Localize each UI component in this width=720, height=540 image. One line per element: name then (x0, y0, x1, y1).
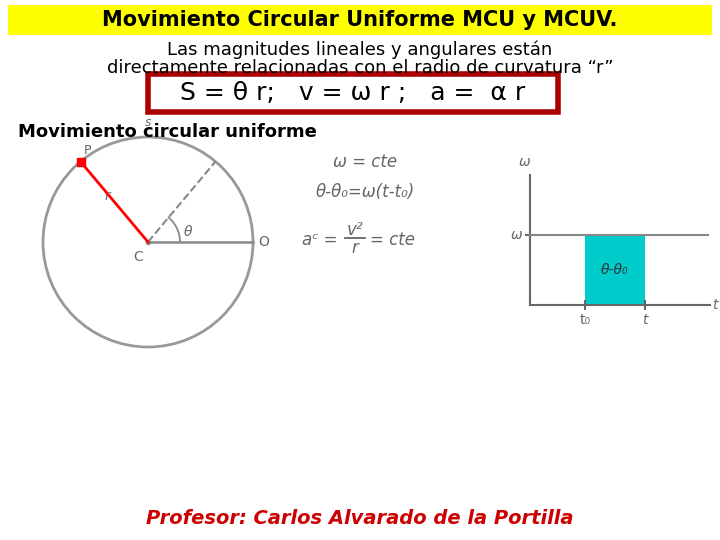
Text: Movimiento Circular Uniforme MCU y MCUV.: Movimiento Circular Uniforme MCU y MCUV. (102, 10, 618, 30)
Bar (585, 235, 645, 305)
Text: t: t (712, 298, 718, 312)
Text: Profesor: Carlos Alvarado de la Portilla: Profesor: Carlos Alvarado de la Portilla (146, 509, 574, 528)
Text: ω: ω (510, 228, 522, 242)
Text: v²: v² (347, 221, 364, 239)
Text: t₀: t₀ (580, 313, 590, 327)
Text: s: s (145, 116, 151, 129)
Text: aᶜ =: aᶜ = (302, 231, 337, 249)
Text: r: r (351, 239, 359, 257)
Text: S = θ r;   v = ω r ;   a =  α r: S = θ r; v = ω r ; a = α r (181, 81, 526, 105)
Text: Las magnitudes lineales y angulares están: Las magnitudes lineales y angulares está… (167, 40, 553, 59)
Text: = cte: = cte (370, 231, 415, 249)
Text: ω = cte: ω = cte (333, 153, 397, 171)
Text: t: t (642, 313, 648, 327)
Bar (8, 5, 712, 35)
Text: θ-θ₀: θ-θ₀ (601, 263, 629, 277)
Text: P: P (84, 144, 91, 157)
Text: Movimiento circular uniforme: Movimiento circular uniforme (18, 123, 317, 141)
Bar (148, 74, 558, 112)
Text: directamente relacionadas con el radio de curvatura “r”: directamente relacionadas con el radio d… (107, 59, 613, 77)
Text: θ: θ (184, 225, 192, 239)
Text: O: O (258, 235, 269, 249)
Text: ω: ω (519, 155, 531, 169)
Text: C: C (133, 250, 143, 264)
Text: θ-θ₀=ω(t-t₀): θ-θ₀=ω(t-t₀) (315, 183, 415, 201)
Text: r: r (104, 189, 109, 203)
